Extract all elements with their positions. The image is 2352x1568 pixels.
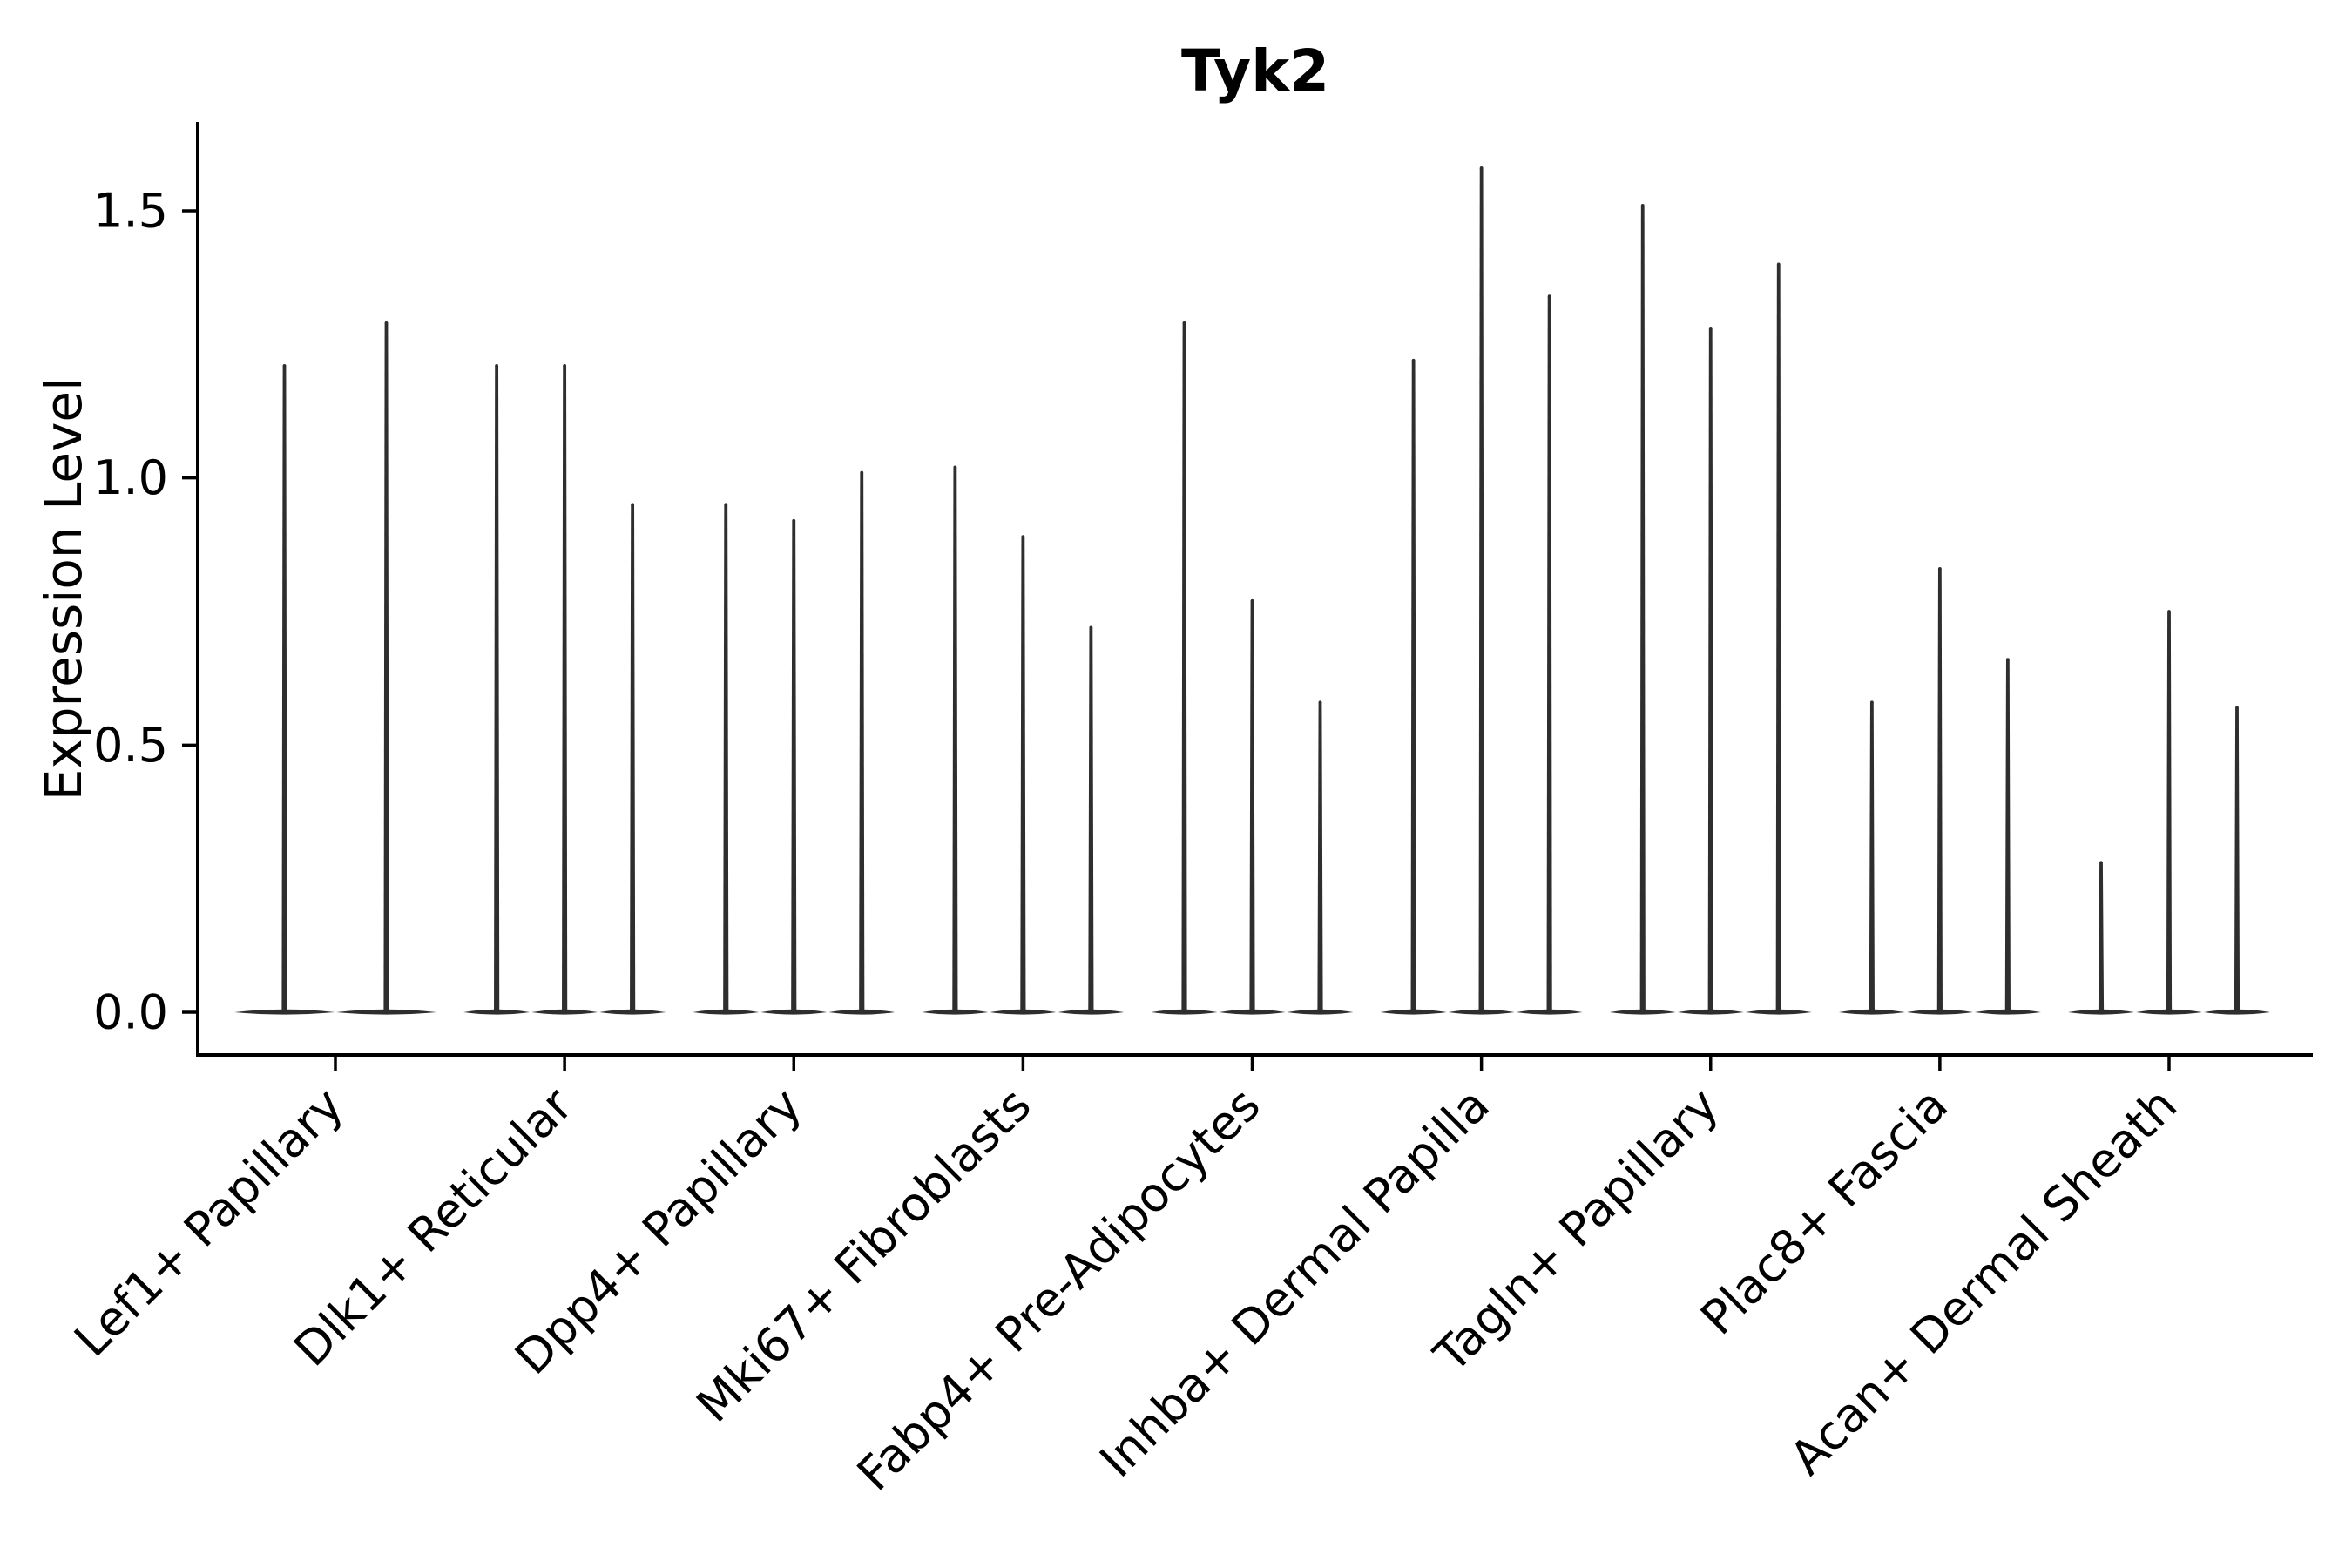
violin-spike-tip: [563, 363, 567, 368]
violin-spike: [1707, 328, 1713, 1012]
violin-spike: [494, 365, 500, 1012]
violin-spike-tip: [792, 518, 796, 523]
violin-spike-tip: [2005, 658, 2010, 662]
violin-spike-tip: [631, 503, 635, 507]
y-tick-label: 1.5: [93, 184, 168, 239]
violin-spike: [1249, 600, 1255, 1012]
violin-spike: [2166, 612, 2173, 1012]
chart-title: Tyk2: [1181, 37, 1329, 105]
violin-spike: [1639, 205, 1646, 1012]
y-tick-label: 0.0: [93, 985, 168, 1040]
violin-spike-tip: [1869, 700, 1874, 705]
violin-spike: [1410, 360, 1416, 1012]
violin-spike-tip: [1547, 294, 1551, 299]
violin-spike: [630, 504, 636, 1012]
violin-spike: [1775, 264, 1781, 1012]
violin-spike: [2004, 659, 2011, 1012]
violin-spike-tip: [1776, 262, 1781, 267]
violin-spike: [1088, 627, 1094, 1012]
violin-spike: [2098, 862, 2105, 1012]
violin-spike-tip: [1250, 598, 1254, 603]
violin-spike: [1936, 568, 1943, 1012]
violin-spike-tip: [1182, 321, 1186, 325]
y-axis-label: Expression Level: [34, 377, 93, 801]
violin-spike: [1181, 322, 1187, 1012]
violin-spike: [1546, 296, 1552, 1012]
violin-spike-tip: [1021, 535, 1025, 539]
violin-spike: [383, 322, 389, 1012]
violin-spike: [859, 472, 865, 1012]
violin-spike-tip: [1411, 358, 1416, 362]
y-tick-label: 1.0: [93, 450, 168, 505]
violin-spike-tip: [1708, 327, 1713, 330]
y-tick-label: 0.5: [93, 718, 168, 773]
violin-spike-tip: [860, 470, 864, 475]
violin-spike-tip: [1640, 203, 1645, 207]
violin-spike-tip: [495, 363, 499, 368]
violin-spike-tip: [1318, 700, 1322, 705]
violin-spike: [1478, 167, 1484, 1012]
violin-spike: [281, 365, 287, 1012]
violin-spike: [952, 467, 958, 1012]
violin-spike-tip: [953, 465, 957, 470]
violin-spike-tip: [1089, 625, 1093, 630]
violin-spike: [2234, 707, 2240, 1012]
violin-spike-tip: [2167, 610, 2171, 613]
violin-spike-tip: [2235, 706, 2239, 710]
y-axis-ticks: 0.0 0.5 1.0 1.5: [93, 184, 198, 1040]
violin-spike-tip: [384, 321, 389, 325]
violin-spike-tip: [724, 503, 728, 507]
violin-spike: [723, 504, 729, 1012]
violin-spike-tip: [1937, 567, 1942, 571]
violin-spike: [562, 365, 568, 1012]
violin-spike: [1317, 702, 1323, 1012]
violins: [234, 166, 2270, 1015]
violin-spike-tip: [2099, 861, 2103, 865]
violin-spike-tip: [1479, 166, 1484, 170]
violin-spike: [1869, 702, 1875, 1012]
violin-spike: [1020, 537, 1026, 1012]
violin-spike-tip: [282, 363, 287, 368]
violin-spike: [791, 520, 797, 1012]
